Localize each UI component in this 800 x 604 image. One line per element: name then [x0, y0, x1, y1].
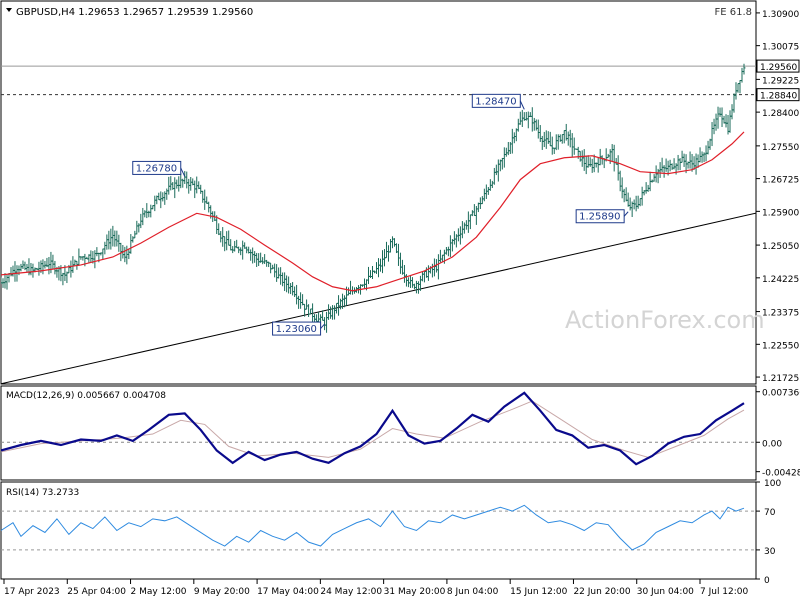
rsi-line [0, 504, 745, 551]
price-axis-label: 1.23375 [762, 309, 799, 319]
macd-axis-label: -0.004286 [762, 469, 800, 479]
price-axis-label: 1.29225 [762, 76, 799, 86]
watermark-text: ActionForex.com [565, 306, 765, 334]
time-axis-label: 15 Jun 12:00 [510, 587, 567, 597]
time-axis-label: 8 Jun 04:00 [447, 587, 499, 597]
fe-label: FE 61.8 [714, 7, 752, 18]
time-axis-label: 7 Jul 12:00 [700, 587, 749, 597]
swing-label-text: 1.26780 [136, 163, 177, 174]
swing-label-box [471, 93, 521, 108]
price-axis-label: 1.25900 [762, 208, 799, 218]
swing-label-text: 1.23060 [276, 324, 317, 335]
time-axis-label: 24 May 12:00 [320, 587, 382, 597]
ohlc-bars [1, 63, 746, 333]
price-axis-label: 1.26725 [762, 176, 799, 186]
time-axis-label: 30 Jun 04:00 [637, 587, 694, 597]
price-axis-label: 1.22550 [762, 341, 799, 351]
macd-axis-label: 0.007366 [762, 389, 800, 399]
macd-panel-border [0, 385, 757, 481]
time-axis-label: 9 May 20:00 [194, 587, 250, 597]
swing-label-leader [180, 167, 186, 177]
swing-label: 1.28470 [471, 93, 525, 110]
price-axis-label: 1.27550 [762, 143, 799, 153]
price-panel-border [0, 0, 757, 385]
swing-label-leader [320, 323, 325, 329]
trendline [1, 212, 756, 384]
swing-label-leader [519, 100, 525, 110]
price-axis-label: 1.21725 [762, 374, 799, 384]
time-axis-label: 17 May 04:00 [257, 587, 319, 597]
symbol-ohlc-readout: GBPUSD,H4 1.29653 1.29657 1.29539 1.2956… [16, 7, 253, 18]
macd-axis-label: 0.00 [762, 439, 782, 449]
price-tag-text: 1.29560 [760, 63, 797, 73]
rsi-axis-label: 0 [764, 576, 770, 586]
moving-average-line [0, 131, 745, 292]
price-axis-label: 1.30900 [762, 10, 799, 20]
price-tag-text: 1.28840 [760, 92, 797, 102]
dropdown-triangle-icon [6, 8, 12, 12]
swing-label: 1.26780 [132, 160, 186, 177]
time-axis-label: 31 May 20:00 [384, 587, 446, 597]
macd-signal-line [0, 400, 745, 458]
time-axis-label: 22 Jun 20:00 [573, 587, 630, 597]
price-axis-label: 1.28400 [762, 109, 799, 119]
price-axis-label: 1.24225 [762, 275, 799, 285]
time-axis-label: 25 Apr 04:00 [67, 587, 126, 597]
swing-label: 1.25890 [575, 209, 629, 224]
rsi-axis-label: 70 [764, 508, 776, 518]
price-tag-box [756, 88, 800, 102]
swing-label: 1.23060 [272, 321, 325, 336]
rsi-axis-label: 30 [764, 547, 776, 557]
macd-line [0, 391, 745, 466]
price-axis-label: 1.30075 [762, 43, 799, 53]
price-axis-label: 1.25050 [762, 242, 799, 252]
swing-label-text: 1.28470 [475, 96, 516, 107]
rsi-title: RSI(14) 73.2733 [6, 488, 79, 498]
swing-label-leader [623, 211, 629, 217]
rsi-axis-label: 100 [764, 479, 781, 489]
macd-title: MACD(12,26,9) 0.005667 0.004708 [6, 391, 166, 401]
time-axis-label: 17 Apr 2023 [4, 587, 60, 597]
price-tag-box [756, 59, 800, 73]
time-axis-label: 2 May 12:00 [131, 587, 187, 597]
swing-label-text: 1.25890 [579, 212, 620, 223]
rsi-panel-border [0, 481, 757, 580]
